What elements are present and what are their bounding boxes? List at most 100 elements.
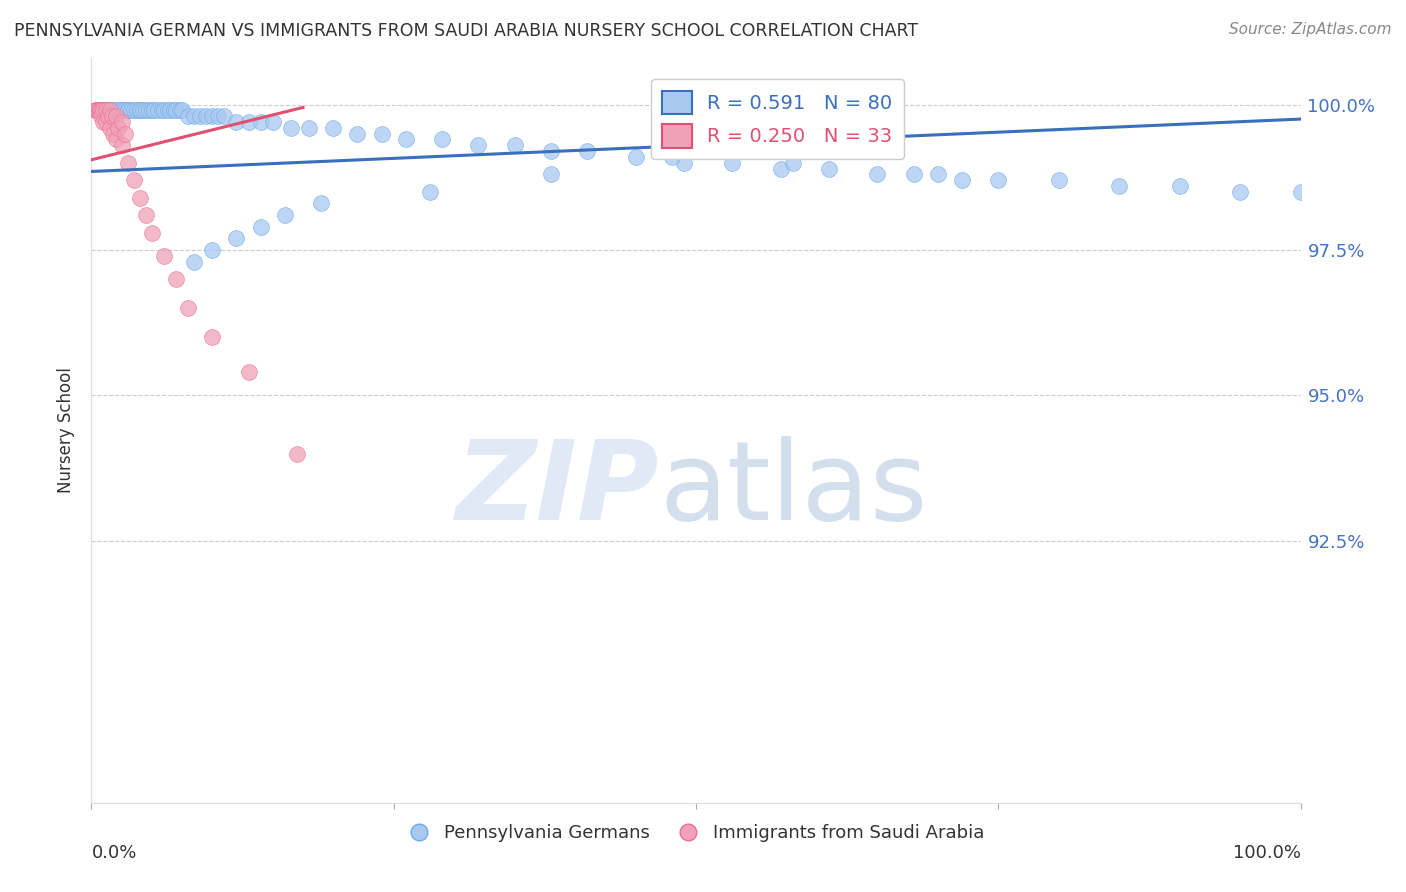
Point (98, 120, 121, 135)
Point (122, 103, 145, 118)
Text: atlas: atlas (659, 436, 928, 543)
Point (94, 115, 117, 129)
Point (214, 109, 236, 123)
Text: PENNSYLVANIA GERMAN VS IMMIGRANTS FROM SAUDI ARABIA NURSERY SCHOOL CORRELATION C: PENNSYLVANIA GERMAN VS IMMIGRANTS FROM S… (14, 22, 918, 40)
Point (101, 127, 124, 141)
Point (114, 127, 136, 141)
Point (467, 138, 489, 153)
Point (104, 103, 127, 118)
Point (127, 103, 149, 118)
Point (93, 103, 115, 118)
Point (128, 103, 150, 118)
Point (419, 185, 441, 199)
Point (86, 103, 108, 118)
Point (101, 109, 124, 123)
Point (298, 120, 321, 135)
Point (201, 330, 224, 344)
Point (156, 103, 179, 118)
Point (1047, 173, 1070, 187)
Point (169, 103, 191, 118)
Point (672, 155, 695, 169)
Text: 100.0%: 100.0% (1233, 844, 1301, 862)
Point (165, 103, 187, 118)
Point (94, 103, 117, 118)
Point (146, 103, 169, 118)
Point (97, 109, 120, 123)
Point (135, 208, 157, 222)
Point (114, 103, 136, 118)
Point (135, 103, 157, 118)
Point (89, 103, 111, 118)
Point (987, 173, 1010, 187)
Point (107, 120, 129, 135)
Point (104, 109, 127, 123)
Point (721, 155, 744, 169)
Point (285, 447, 308, 461)
Point (249, 219, 271, 234)
Point (98, 103, 121, 118)
Y-axis label: Nursery School: Nursery School (58, 368, 76, 493)
Point (274, 208, 297, 222)
Legend: Pennsylvania Germans, Immigrants from Saudi Arabia: Pennsylvania Germans, Immigrants from Sa… (401, 817, 991, 850)
Point (111, 115, 132, 129)
Point (903, 167, 925, 181)
Point (143, 103, 166, 118)
Point (111, 103, 132, 118)
Text: ZIP: ZIP (456, 436, 659, 543)
Point (262, 115, 284, 129)
Point (104, 132, 127, 146)
Point (309, 196, 332, 211)
Point (188, 109, 211, 123)
Point (150, 103, 173, 118)
Point (141, 103, 163, 118)
Point (111, 138, 132, 153)
Point (370, 127, 392, 141)
Point (346, 127, 368, 141)
Point (98, 103, 121, 118)
Point (93, 103, 115, 118)
Point (661, 150, 683, 164)
Point (98, 103, 121, 118)
Text: 0.0%: 0.0% (91, 844, 136, 862)
Point (238, 115, 260, 129)
Point (225, 115, 247, 129)
Point (128, 103, 150, 118)
Point (201, 109, 224, 123)
Point (540, 167, 562, 181)
Point (1229, 185, 1251, 199)
Point (120, 103, 142, 118)
Point (540, 144, 562, 158)
Point (162, 103, 184, 118)
Point (107, 103, 129, 118)
Point (1168, 179, 1191, 194)
Point (101, 103, 124, 118)
Point (90, 109, 112, 123)
Point (172, 103, 194, 118)
Point (177, 301, 200, 316)
Point (141, 226, 163, 240)
Point (950, 173, 973, 187)
Point (395, 132, 418, 146)
Point (866, 167, 889, 181)
Point (84, 103, 107, 118)
Point (122, 173, 145, 187)
Point (94, 103, 117, 118)
Point (84, 103, 107, 118)
Point (138, 103, 160, 118)
Point (153, 103, 176, 118)
Point (86, 103, 108, 118)
Point (207, 109, 229, 123)
Point (177, 109, 200, 123)
Point (1289, 185, 1312, 199)
Point (225, 231, 247, 245)
Point (93, 115, 115, 129)
Point (183, 109, 205, 123)
Point (132, 103, 155, 118)
Point (159, 103, 181, 118)
Point (117, 103, 139, 118)
Point (117, 155, 139, 169)
Point (201, 243, 224, 257)
Point (576, 144, 599, 158)
Point (818, 161, 841, 176)
Point (503, 138, 526, 153)
